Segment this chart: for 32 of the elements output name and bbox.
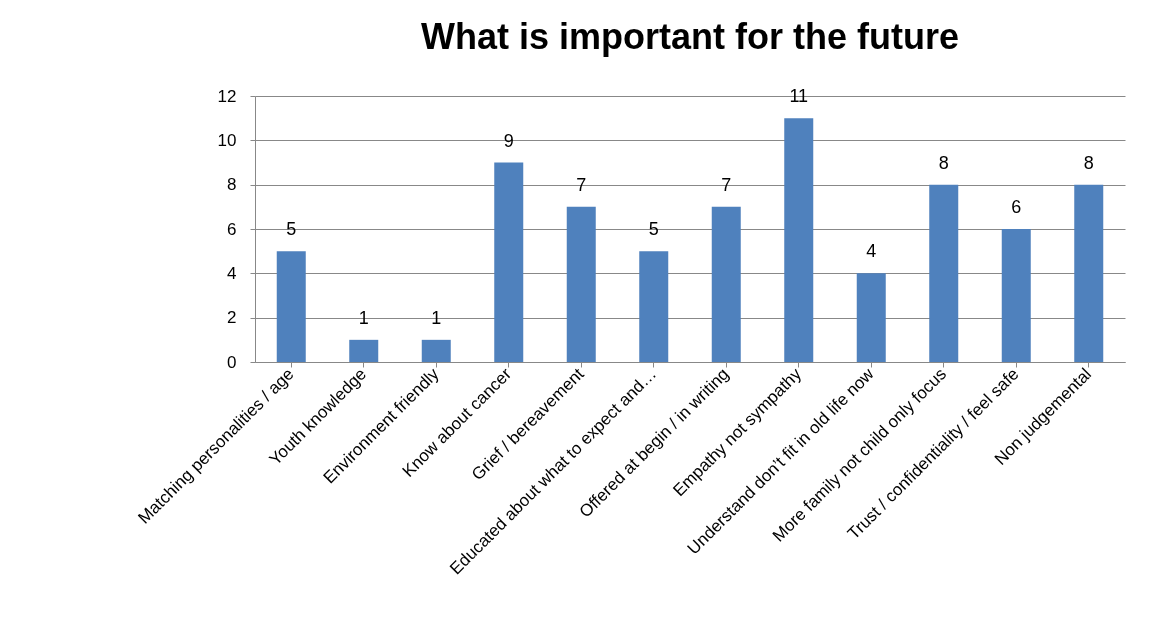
data-label: 4 bbox=[866, 241, 877, 262]
bar bbox=[421, 339, 451, 362]
y-tick-label: 0 bbox=[227, 352, 237, 372]
bar bbox=[856, 273, 886, 362]
data-label: 8 bbox=[1083, 152, 1094, 173]
y-tick-label: 8 bbox=[227, 175, 237, 195]
bar bbox=[494, 162, 524, 362]
data-label: 8 bbox=[938, 152, 949, 173]
y-tick-label: 10 bbox=[217, 130, 237, 150]
chart-title: What is important for the future bbox=[421, 16, 959, 57]
data-label: 6 bbox=[1011, 197, 1022, 217]
bar bbox=[711, 206, 741, 362]
data-label: 11 bbox=[789, 86, 809, 107]
bar bbox=[1074, 184, 1104, 362]
y-tick-label: 6 bbox=[227, 219, 237, 239]
data-label: 5 bbox=[286, 219, 297, 240]
bar bbox=[566, 206, 596, 362]
y-tick-label: 12 bbox=[217, 86, 237, 106]
data-label: 9 bbox=[503, 130, 514, 151]
bar bbox=[276, 251, 306, 362]
bar bbox=[639, 251, 669, 362]
data-label: 7 bbox=[721, 174, 732, 195]
bar bbox=[929, 184, 959, 362]
y-tick-label: 2 bbox=[227, 308, 237, 328]
data-label: 1 bbox=[431, 307, 442, 328]
bar bbox=[1001, 229, 1031, 362]
bar bbox=[349, 339, 379, 362]
data-label: 1 bbox=[358, 307, 369, 328]
y-tick-label: 4 bbox=[227, 263, 237, 283]
bar bbox=[784, 118, 814, 362]
data-label: 7 bbox=[576, 174, 587, 195]
data-label: 5 bbox=[648, 219, 659, 240]
